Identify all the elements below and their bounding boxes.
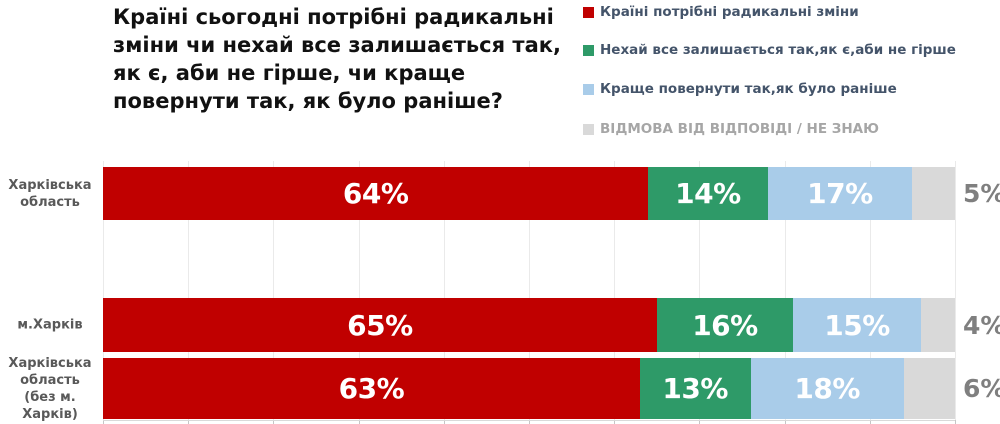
bar-segment-3: 17%	[767, 167, 913, 220]
chart-title: Країні сьогодні потрібні радикальні змін…	[113, 3, 561, 115]
gridline	[273, 161, 275, 420]
plot-area: 64% 14% 17% 5% 65% 16% 15% 4% 63% 13% 18% 6%	[103, 161, 1000, 424]
legend-item-radical-changes: Країні потрібні радикальні зміни	[583, 4, 859, 20]
axis-tick	[188, 420, 190, 424]
legend-item-keep-as-is: Нехай все залишається так,як є,аби не гі…	[583, 42, 956, 58]
segment-value-label: 18%	[794, 372, 860, 405]
segment-value-label: 13%	[662, 372, 728, 405]
legend-swatch-blue	[583, 83, 594, 95]
axis-tick	[529, 420, 530, 424]
legend-label: Країні потрібні радикальні зміни	[600, 4, 859, 20]
category-label-line: Харківська	[8, 177, 92, 193]
gridline	[869, 161, 871, 420]
chart-title-line: повернути так, як було раніше?	[113, 89, 503, 113]
outside-value-label: 5%	[963, 179, 1000, 208]
category-label: Харківська область (без м. Харків)	[0, 355, 100, 423]
gridline	[614, 161, 616, 420]
category-label-line: Харків)	[22, 406, 78, 422]
segment-value-label: 64%	[342, 177, 409, 210]
axis-tick	[784, 420, 786, 424]
axis-tick	[699, 420, 701, 424]
segment-value-label: 16%	[692, 308, 758, 342]
segment-value-label: 15%	[824, 308, 890, 342]
bar-segment-1: 65%	[103, 298, 657, 352]
category-label-line: (без м.	[24, 389, 76, 405]
bar-segment-3: 18%	[750, 358, 904, 419]
bar-segment-2: 13%	[639, 358, 751, 419]
segment-value-label: 65%	[347, 308, 413, 342]
bar-segment-2: 14%	[648, 167, 768, 220]
axis-tick	[955, 420, 956, 424]
legend-item-refuse-dont-know: ВІДМОВА ВІД ВІДПОВІДІ / НЕ ЗНАЮ	[583, 121, 879, 137]
segment-value-label: 17%	[807, 177, 873, 210]
bar-segment-4	[912, 167, 955, 220]
bar-segment-4	[903, 358, 955, 419]
category-label-line: область	[20, 194, 80, 210]
outside-value-label: 6%	[963, 374, 1000, 403]
bar-row: 63% 13% 18% 6%	[103, 358, 1000, 419]
outside-value-label: 4%	[963, 310, 1000, 340]
legend-swatch-green	[583, 44, 594, 56]
bar-row: 65% 16% 15% 4%	[103, 298, 1000, 352]
gridline	[529, 161, 530, 420]
bar-segment-2: 16%	[656, 298, 794, 352]
gridline	[358, 161, 360, 420]
category-label-line: м.Харків	[17, 317, 83, 333]
segment-value-label: 63%	[338, 372, 405, 405]
bar-segment-1: 63%	[103, 358, 640, 419]
legend-item-return-to-past: Краще повернути так,як було раніше	[583, 81, 897, 97]
x-axis-line	[103, 420, 955, 421]
legend-label: Нехай все залишається так,як є,аби не гі…	[600, 42, 956, 58]
chart-title-line: зміни чи нехай все залишається так,	[113, 33, 561, 57]
axis-tick	[358, 420, 360, 424]
axis-tick	[103, 420, 104, 424]
category-label: Харківська область	[0, 177, 100, 211]
bar-segment-4	[920, 298, 955, 352]
gridline	[188, 161, 190, 420]
bar-segment-3: 15%	[793, 298, 921, 352]
legend-label: ВІДМОВА ВІД ВІДПОВІДІ / НЕ ЗНАЮ	[600, 121, 879, 137]
category-label: м.Харків	[0, 317, 100, 334]
gridline	[699, 161, 701, 420]
chart-title-line: як є, аби не гірше, чи краще	[113, 61, 466, 85]
bar-row: 64% 14% 17% 5%	[103, 167, 1000, 220]
gridline	[443, 161, 445, 420]
axis-tick	[614, 420, 616, 424]
gridline	[955, 161, 956, 420]
bar-segment-1: 64%	[103, 167, 649, 220]
legend-label: Краще повернути так,як було раніше	[600, 81, 897, 97]
axis-tick	[443, 420, 445, 424]
axis-tick	[273, 420, 275, 424]
category-label-line: Харківська	[8, 355, 92, 371]
chart-title-line: Країні сьогодні потрібні радикальні	[113, 5, 554, 29]
gridline	[784, 161, 786, 420]
category-label-line: область	[20, 372, 80, 388]
segment-value-label: 14%	[675, 177, 741, 210]
legend-swatch-red	[583, 6, 594, 18]
gridline	[103, 161, 104, 420]
axis-tick	[869, 420, 871, 424]
legend-swatch-gray	[583, 123, 594, 135]
